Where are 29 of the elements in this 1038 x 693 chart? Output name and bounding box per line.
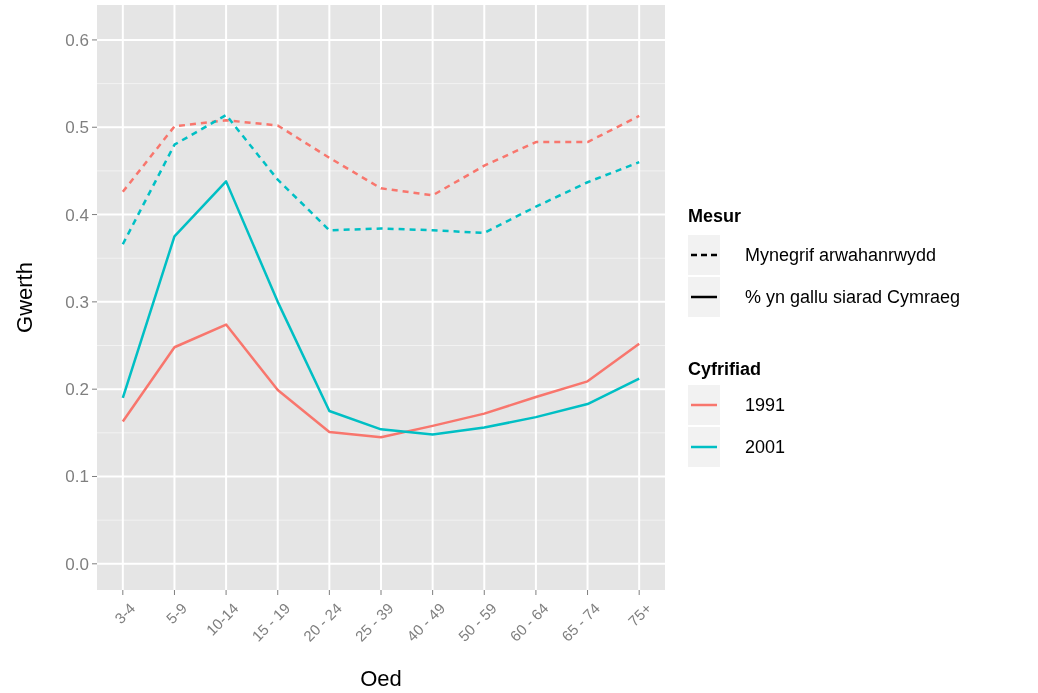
x-tick-label: 40 - 49 bbox=[403, 599, 449, 645]
legend-title: Cyfrifiad bbox=[688, 359, 762, 379]
text: Mesur bbox=[688, 206, 742, 226]
x-tick-label: 75+ bbox=[624, 599, 655, 630]
line-series bbox=[121, 114, 641, 197]
x-tick-label: 20 - 24 bbox=[299, 599, 345, 645]
y-tick-label: 0.2 bbox=[65, 380, 89, 400]
legend-label: 1991 bbox=[745, 395, 786, 416]
y-tick-label: 0.0 bbox=[65, 554, 89, 574]
line-series bbox=[121, 113, 641, 246]
x-tick-label: 3-4 bbox=[111, 599, 139, 627]
x-tick-label: 50 - 59 bbox=[454, 599, 500, 645]
text: % yn gallu siarad Cymraeg bbox=[745, 287, 961, 308]
x-axis-title: Oed bbox=[360, 666, 402, 691]
x-tick-label: 15 - 19 bbox=[248, 599, 294, 645]
x-tick-label: 25 - 39 bbox=[351, 599, 397, 645]
y-axis-title: Gwerth bbox=[12, 262, 37, 333]
x-tick-label: 5-9 bbox=[162, 599, 190, 627]
text: Mynegrif arwahanrwydd bbox=[745, 245, 937, 266]
line-series bbox=[121, 323, 641, 439]
legend-label: 2001 bbox=[745, 437, 786, 458]
line-series bbox=[121, 180, 641, 436]
y-tick-label: 0.6 bbox=[65, 30, 89, 50]
y-tick-label: 0.1 bbox=[65, 467, 89, 487]
y-tick-label: 0.3 bbox=[65, 292, 89, 312]
x-tick-label: 65 - 74 bbox=[558, 599, 604, 645]
y-tick-label: 0.4 bbox=[65, 205, 89, 225]
y-tick-label: 0.5 bbox=[65, 118, 89, 138]
x-tick-label: 60 - 64 bbox=[506, 599, 552, 645]
